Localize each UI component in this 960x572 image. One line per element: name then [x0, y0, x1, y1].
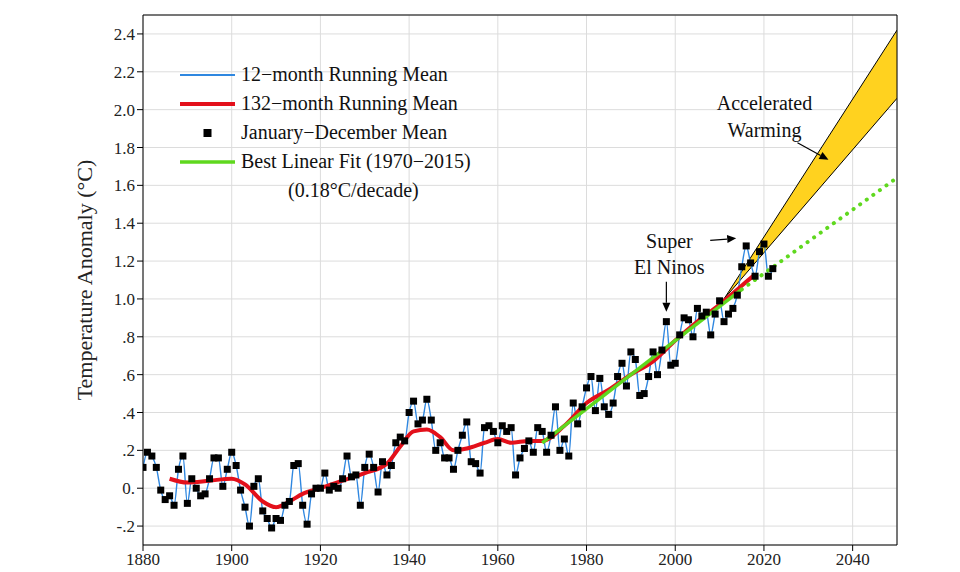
- html-text:Temperature Anomaly (°C): Temperature Anomaly (°C): [72, 159, 97, 401]
- svg-text:1900: 1900: [215, 550, 249, 569]
- svg-text:1.0: 1.0: [114, 290, 135, 309]
- svg-text:1880: 1880: [126, 550, 160, 569]
- svg-text:2000: 2000: [658, 550, 692, 569]
- svg-text:2040: 2040: [836, 550, 870, 569]
- html-text:Best Linear Fit (1970−2015): Best Linear Fit (1970−2015): [241, 150, 471, 172]
- svg-text:1940: 1940: [392, 550, 426, 569]
- svg-text:El Ninos: El Ninos: [634, 256, 705, 278]
- svg-text:.8: .8: [122, 328, 135, 347]
- svg-text:2.2: 2.2: [114, 63, 135, 82]
- svg-text:2020: 2020: [747, 550, 781, 569]
- svg-text:.4: .4: [122, 404, 135, 423]
- svg-text:1920: 1920: [303, 550, 337, 569]
- html-text:(0.18°C/decade): (0.18°C/decade): [288, 179, 419, 201]
- html-text:132−month Running Mean: 132−month Running Mean: [241, 92, 458, 114]
- svg-text:1.2: 1.2: [114, 252, 135, 271]
- svg-text:Super: Super: [646, 230, 693, 253]
- svg-text:1.4: 1.4: [114, 214, 136, 233]
- html-text:12−month Running Mean: 12−month Running Mean: [241, 63, 448, 85]
- svg-text:.6: .6: [122, 366, 135, 385]
- svg-text:1980: 1980: [570, 550, 604, 569]
- svg-text:0.: 0.: [122, 479, 135, 498]
- svg-text:.2: .2: [122, 441, 135, 460]
- svg-text:2.0: 2.0: [114, 101, 135, 120]
- svg-text:-.2: -.2: [117, 517, 135, 536]
- svg-text:Accelerated: Accelerated: [717, 92, 812, 114]
- svg-text:1.8: 1.8: [114, 139, 135, 158]
- html-text:January−December Mean: January−December Mean: [241, 121, 448, 143]
- svg-text:Warming: Warming: [728, 119, 802, 142]
- svg-text:1.6: 1.6: [114, 176, 135, 195]
- svg-text:2.4: 2.4: [114, 25, 136, 44]
- svg-text:1960: 1960: [481, 550, 515, 569]
